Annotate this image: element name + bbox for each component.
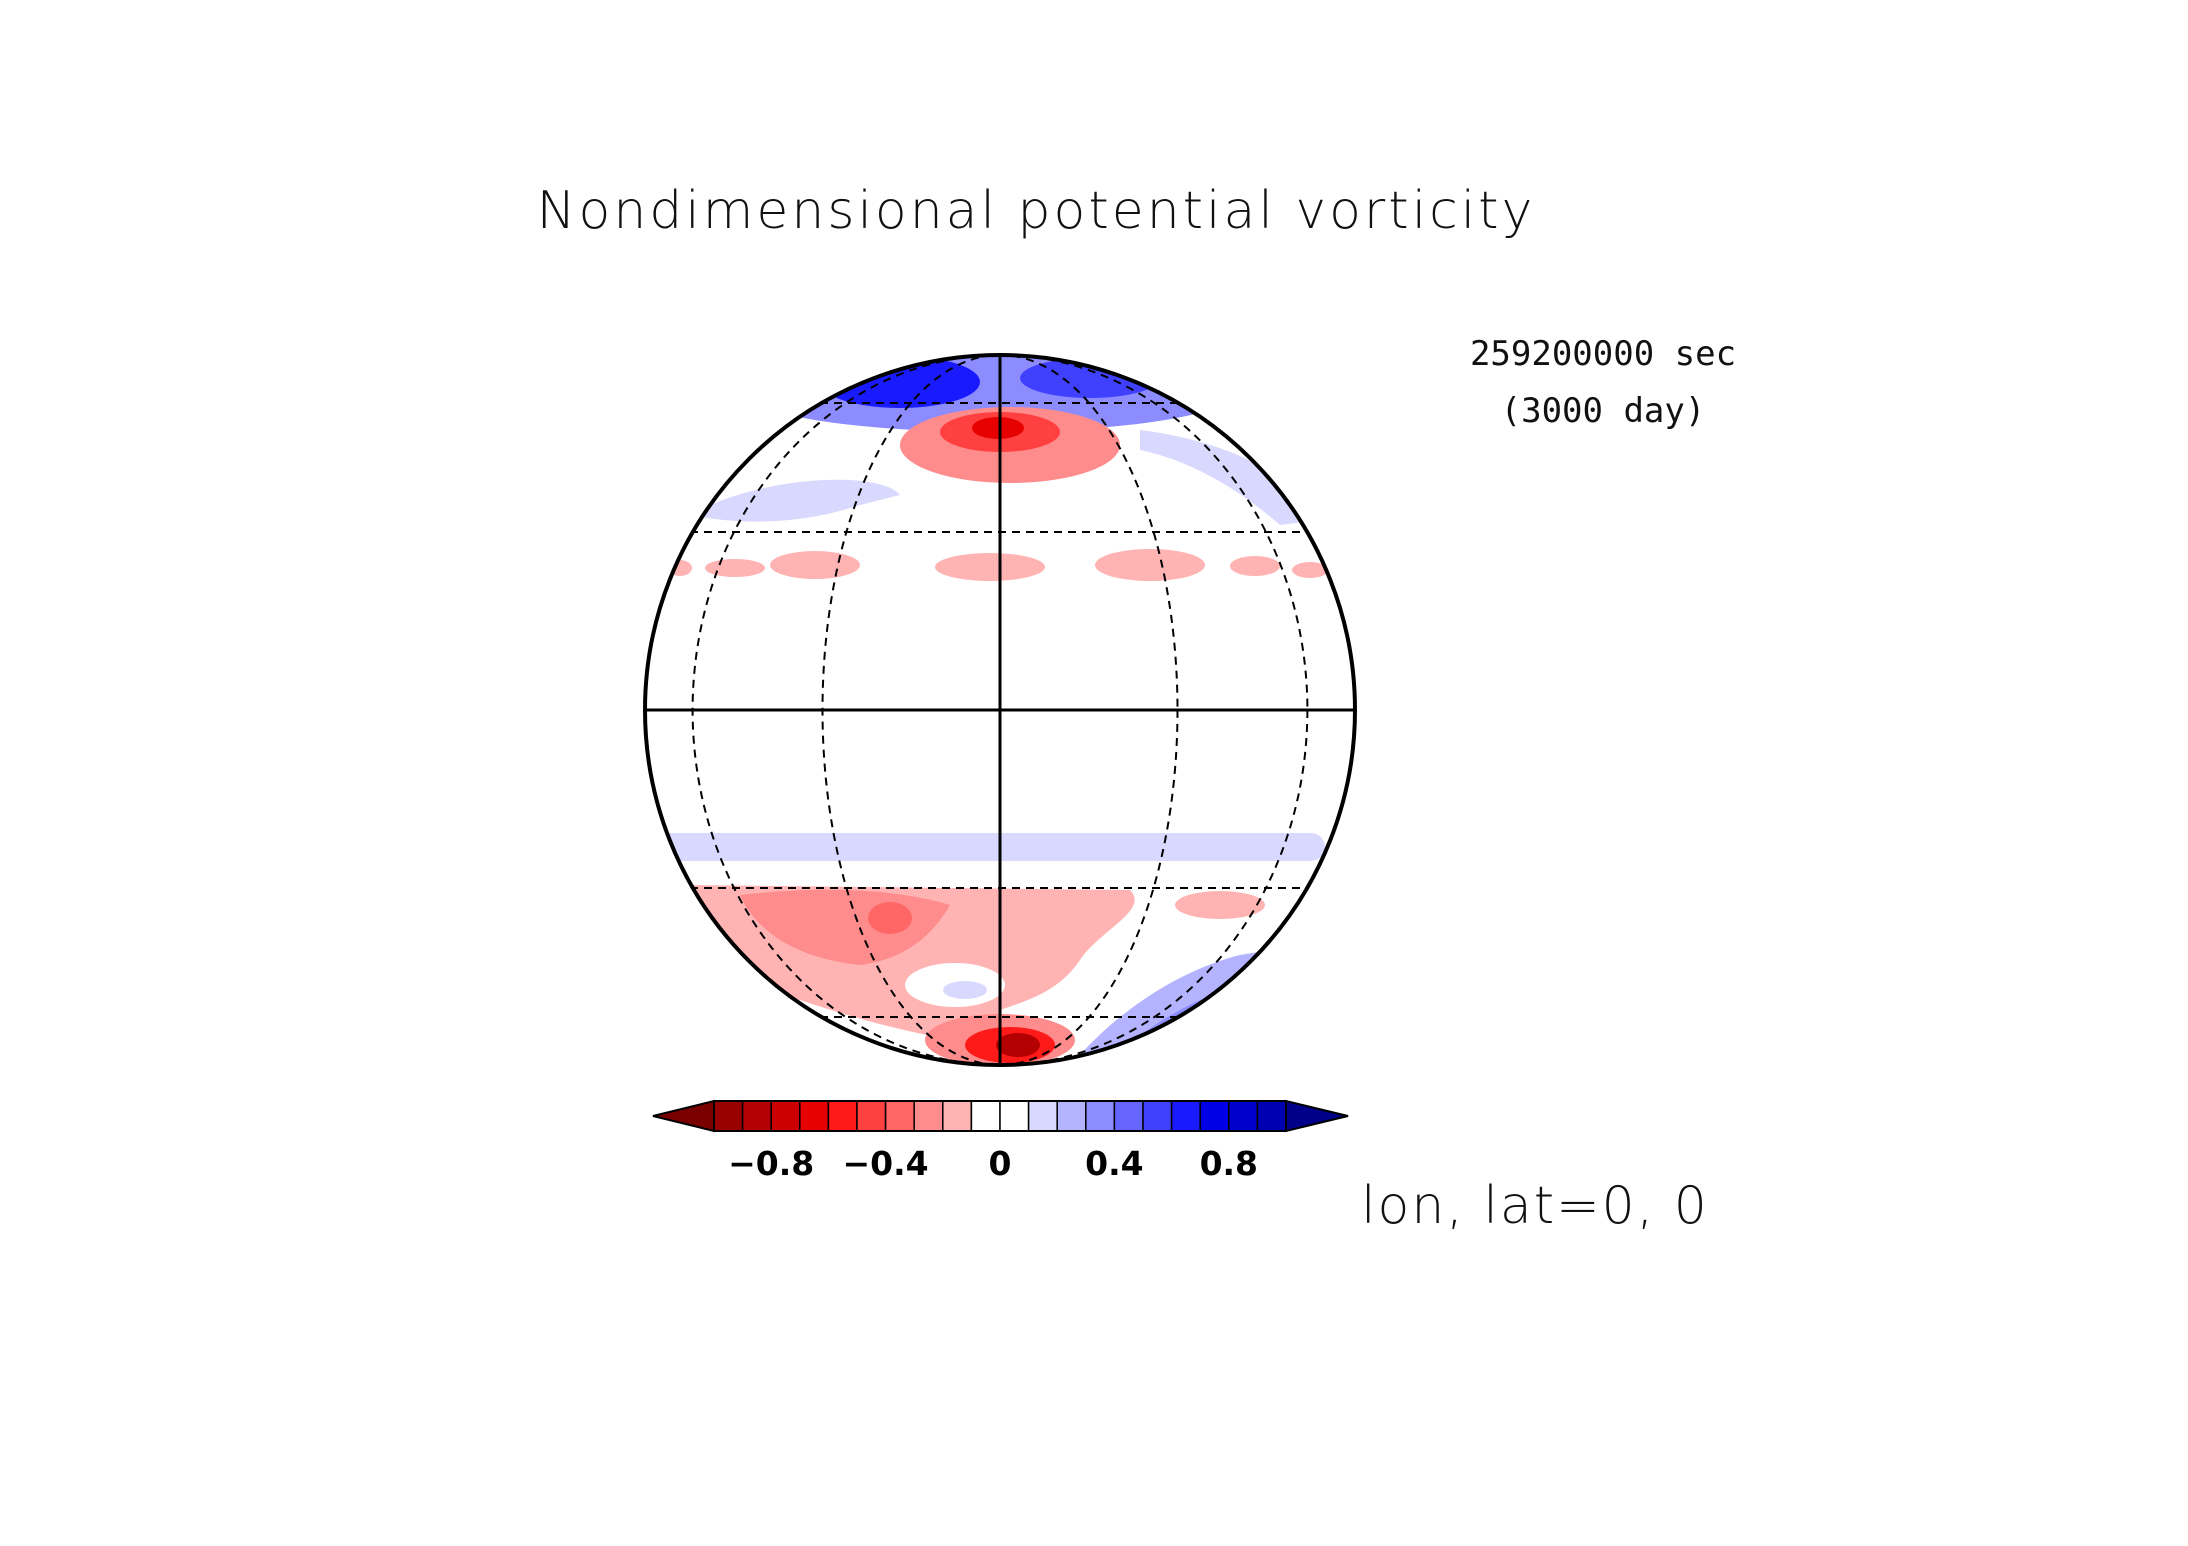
colorbar-cell [799,1100,830,1132]
colorbar-tick-label: 0.4 [1085,1144,1143,1183]
field-north-cell-6 [1230,556,1280,576]
globe-map [643,353,1357,1067]
colorbar-cell [913,1100,944,1132]
time-seconds-label: 259200000 sec [1470,334,1736,374]
field-north-cell-7 [1292,562,1328,578]
colorbar-cell [1027,1100,1058,1132]
colorbar-cell [970,1100,1001,1132]
colorbar-extend-high [1285,1099,1349,1133]
colorbar-cell [1170,1100,1201,1132]
colorbar-cell [741,1100,772,1132]
field-south-polar-negative-core [996,1033,1040,1057]
graticule [645,355,1355,1065]
field-north-cell-5 [1095,549,1205,581]
chart-title: Nondimensional potential vorticity [537,181,1536,241]
globe-outline [643,353,1357,1067]
colorbar-cell [770,1100,801,1132]
colorbar-ticks: −0.8 −0.4 0 0.4 0.8 [728,1144,1258,1183]
time-days-label: (3000 day) [1501,391,1706,431]
colorbar-cell [942,1100,973,1132]
colorbar-tick-label: −0.8 [728,1144,814,1183]
field-south-weak-positive-band [645,833,1325,861]
colorbar-tick-label: −0.4 [843,1144,929,1183]
colorbar-cell [1256,1100,1287,1132]
colorbar-cell [999,1100,1030,1132]
field-south-weak-positive-spot [943,981,987,999]
colorbar: −0.8 −0.4 0 0.4 0.8 [652,1099,1349,1183]
colorbar-cell [827,1100,858,1132]
field-south-negative-core-1 [868,902,912,934]
colorbar-cell [1142,1100,1173,1132]
colorbar-cell [1056,1100,1087,1132]
field-north-cell-4 [935,553,1045,581]
colorbar-cell [856,1100,887,1132]
field-north-weak-positive-east [1140,430,1320,525]
colorbar-cells [713,1100,1287,1132]
colorbar-cell [1113,1100,1144,1132]
colorbar-tick-label: 0.8 [1200,1144,1258,1183]
colorbar-cell [884,1100,915,1132]
field-north-negative-core [972,417,1024,439]
colorbar-cell [1228,1100,1259,1132]
field-north-polar-positive-core [820,356,980,408]
colorbar-cell [1199,1100,1230,1132]
colorbar-frame [713,1100,1287,1132]
colorbar-extend-low [652,1099,715,1133]
colorbar-tick-label: 0 [989,1144,1012,1183]
field-north-cell-3 [770,551,860,579]
field-south-negative-east [1175,891,1265,919]
field-north-weak-positive [690,479,900,522]
colorbar-cell [1085,1100,1116,1132]
field-north-cell-2 [705,559,765,577]
colorbar-cell [713,1100,744,1132]
projection-label: lon, lat=0, 0 [1361,1176,1709,1236]
